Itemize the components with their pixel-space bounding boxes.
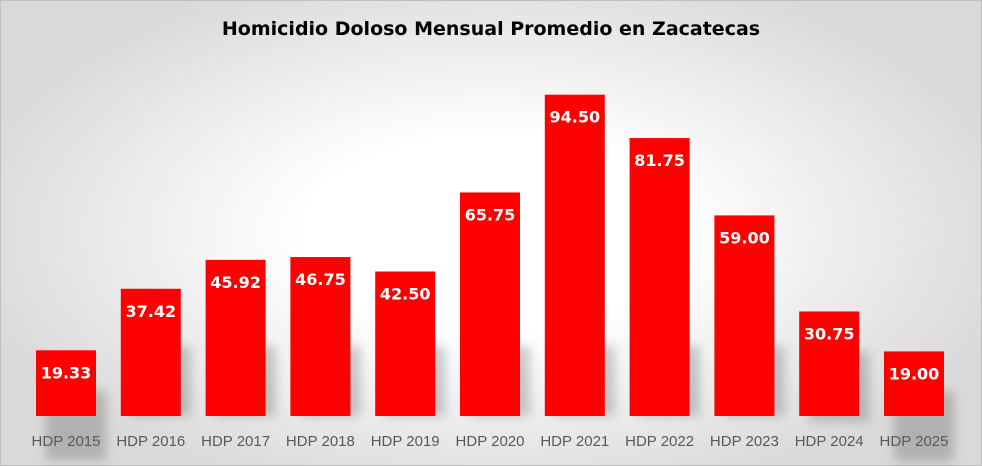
bar-hdp-2022 (629, 138, 690, 417)
data-label: 45.92 (210, 273, 261, 292)
data-label: 19.33 (41, 363, 92, 382)
data-label: 81.75 (634, 151, 685, 170)
x-tick-label: HDP 2024 (795, 433, 864, 450)
data-label: 94.50 (549, 108, 600, 127)
bars (36, 94, 944, 417)
chart-title: Homicidio Doloso Mensual Promedio en Zac… (221, 18, 761, 40)
x-tick-label: HDP 2016 (116, 433, 185, 450)
x-tick-label: HDP 2021 (540, 433, 609, 450)
data-label: 19.00 (889, 364, 940, 383)
bar-hdp-2025 (884, 351, 944, 416)
bar-hdp-2017 (205, 259, 266, 416)
x-tick-label: HDP 2022 (625, 433, 694, 450)
x-tick-label: HDP 2015 (32, 433, 101, 450)
data-label: 30.75 (804, 324, 855, 343)
x-tick-label: HDP 2020 (456, 433, 525, 450)
x-axis-tick-labels: HDP 2015 HDP 2016 HDP 2017 HDP 2018 HDP 2019… (32, 433, 949, 450)
x-tick-label: HDP 2019 (371, 433, 440, 450)
bar-hdp-2015 (36, 350, 96, 416)
x-tick-label: HDP 2017 (201, 433, 270, 450)
x-tick-label: HDP 2023 (710, 433, 779, 450)
bar-hdp-2021 (544, 94, 605, 416)
bar-hdp-2019 (375, 271, 436, 416)
data-label: 37.42 (125, 302, 176, 321)
bar-hdp-2023 (714, 215, 775, 416)
bar-hdp-2020 (460, 192, 520, 416)
bar-hdp-2024 (799, 311, 860, 416)
x-tick-label: HDP 2018 (286, 433, 355, 450)
data-labels: 19.33 37.42 45.92 46.75 42.50 65.75 94.50 81.75… (41, 108, 940, 384)
data-label: 59.00 (719, 228, 770, 247)
bar-hdp-2016 (120, 288, 181, 416)
bar-hdp-2018 (290, 257, 351, 416)
data-label: 42.50 (380, 285, 431, 304)
x-tick-label: HDP 2025 (880, 433, 949, 450)
data-label: 46.75 (295, 270, 346, 289)
data-label: 65.75 (465, 205, 516, 224)
